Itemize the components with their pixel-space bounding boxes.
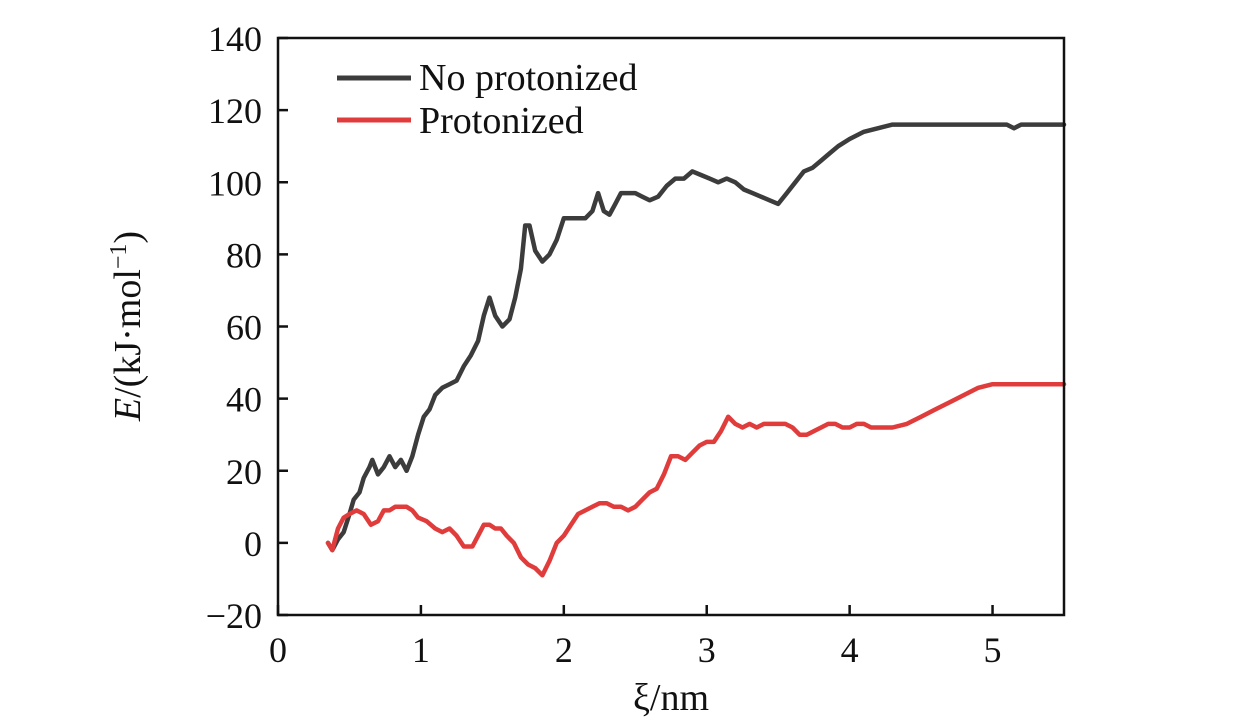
- y-tick-label: 20: [226, 452, 262, 492]
- y-axis-title: E/(kJ·mol−1): [106, 231, 149, 422]
- x-tick-label: 1: [412, 630, 430, 670]
- y-axis-title-unit: /(kJ·mol: [107, 269, 149, 398]
- legend-label-protonized: Protonized: [419, 100, 584, 142]
- y-tick-label: 120: [208, 91, 262, 131]
- y-axis-title-sup: −1: [106, 244, 132, 270]
- x-axis-title: ξ/nm: [633, 677, 709, 719]
- y-tick-label: 0: [244, 524, 262, 564]
- series-line-protonized: [325, 381, 1067, 578]
- y-axis: −20 0 20 40 60 80 100 120 140: [206, 19, 288, 636]
- series-line-no-protonized: [325, 122, 1067, 553]
- y-axis-title-close: ): [107, 231, 149, 244]
- y-tick-label: 40: [226, 380, 262, 420]
- legend: No protonized Protonized: [337, 57, 637, 142]
- series-layer: [325, 122, 1067, 578]
- y-tick-label: 80: [226, 235, 262, 275]
- x-tick-label: 4: [841, 630, 859, 670]
- y-tick-label: 140: [208, 19, 262, 59]
- legend-label-no-protonized: No protonized: [419, 57, 637, 99]
- y-axis-title-italic: E: [107, 398, 149, 422]
- y-tick-label: −20: [206, 596, 262, 636]
- y-tick-label: 60: [226, 308, 262, 348]
- x-tick-label: 2: [555, 630, 573, 670]
- x-tick-label: 3: [698, 630, 716, 670]
- x-tick-label: 0: [269, 630, 287, 670]
- x-axis: 0 1 2 3 4 5: [269, 605, 1002, 670]
- x-tick-label: 5: [984, 630, 1002, 670]
- y-tick-label: 100: [208, 163, 262, 203]
